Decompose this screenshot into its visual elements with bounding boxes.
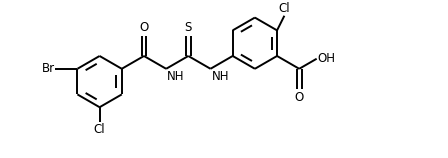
Text: OH: OH (318, 52, 336, 65)
Text: Br: Br (41, 62, 55, 75)
Text: Cl: Cl (94, 123, 105, 136)
Text: NH: NH (211, 70, 229, 83)
Text: NH: NH (167, 70, 185, 83)
Text: O: O (139, 21, 149, 34)
Text: O: O (295, 91, 304, 104)
Text: S: S (185, 21, 192, 34)
Text: Cl: Cl (279, 2, 290, 15)
